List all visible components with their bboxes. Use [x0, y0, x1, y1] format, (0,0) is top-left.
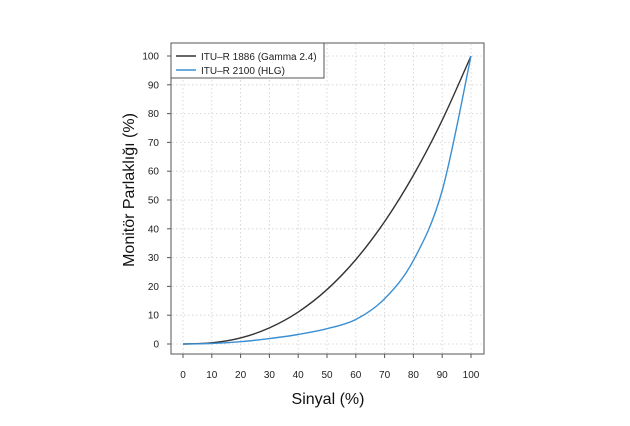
legend-label-gamma: ITU–R 1886 (Gamma 2.4): [201, 52, 317, 63]
y-tick-label: 20: [148, 282, 160, 293]
y-tick-label: 40: [148, 224, 160, 235]
y-tick-label: 60: [148, 167, 160, 178]
x-tick-label: 10: [206, 370, 218, 381]
series-lines: [182, 55, 472, 345]
x-tick-label: 90: [437, 370, 449, 381]
y-axis-title: Monitör Parlaklığı (%): [121, 113, 138, 267]
y-tick-label: 80: [148, 109, 160, 120]
x-tick-label: 30: [264, 370, 276, 381]
x-tick-label: 60: [350, 370, 362, 381]
legend-box: [170, 42, 325, 79]
plot-area-frame: [170, 42, 485, 355]
y-tick-label: 0: [153, 340, 159, 351]
y-tick-label: 70: [148, 138, 160, 149]
legend: ITU–R 1886 (Gamma 2.4) ITU–R 2100 (HLG): [170, 42, 325, 79]
y-tick-label: 90: [148, 80, 160, 91]
series-line-hlg: [182, 55, 472, 345]
y-tick-label: 50: [148, 196, 160, 207]
x-axis: 0 10 20 30 40 50 60 70 80 90 100: [180, 354, 480, 381]
y-tick-label: 30: [148, 253, 160, 264]
y-tick-label: 10: [148, 311, 160, 322]
x-axis-title: Sinyal (%): [292, 391, 365, 408]
x-tick-label: 100: [463, 370, 480, 381]
legend-label-hlg: ITU–R 2100 (HLG): [201, 66, 285, 77]
x-tick-label: 40: [293, 370, 305, 381]
x-tick-label: 0: [180, 370, 186, 381]
grid: [172, 44, 483, 353]
x-tick-label: 80: [408, 370, 420, 381]
y-axis: 0 10 20 30 40 50 60 70 80 90 100: [142, 52, 171, 351]
y-tick-label: 100: [142, 52, 159, 63]
series-line-gamma-2-4: [182, 55, 472, 345]
x-tick-label: 70: [379, 370, 391, 381]
x-tick-label: 20: [235, 370, 247, 381]
x-tick-label: 50: [321, 370, 333, 381]
